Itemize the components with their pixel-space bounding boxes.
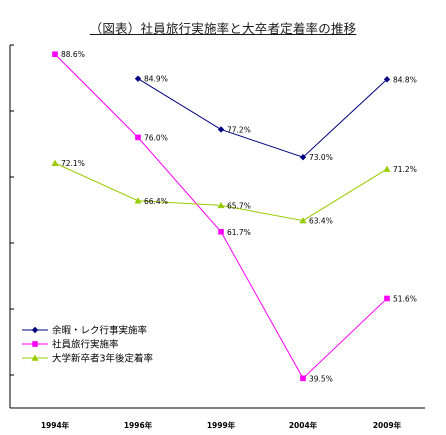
data-point-diamond bbox=[217, 126, 225, 133]
x-tick-label: 2009年 bbox=[373, 420, 402, 430]
data-label: 71.2% bbox=[393, 165, 417, 174]
legend-label: 大学新卒者3年後定着率 bbox=[52, 353, 154, 365]
data-label: 77.2% bbox=[227, 125, 251, 134]
axes bbox=[9, 44, 425, 409]
series-line-diamond bbox=[137, 78, 388, 158]
data-point-square bbox=[384, 295, 390, 302]
data-point-triangle bbox=[217, 201, 225, 209]
series-line-triangle bbox=[54, 162, 388, 222]
chart-title: （図表）社員旅行実施率と大卒者定着率の推移 bbox=[89, 21, 357, 36]
x-tick-label: 2004年 bbox=[289, 420, 318, 430]
data-point-triangle bbox=[51, 159, 59, 166]
data-point-triangle bbox=[134, 197, 142, 204]
data-label: 63.4% bbox=[309, 217, 333, 226]
legend-marker-diamond bbox=[31, 326, 39, 334]
legend-marker-square bbox=[32, 341, 38, 347]
data-label: 65.7% bbox=[227, 201, 251, 210]
data-label: 84.8% bbox=[393, 75, 417, 84]
data-point-square bbox=[218, 228, 224, 235]
data-point-diamond bbox=[134, 75, 142, 82]
legend-marker-triangle bbox=[31, 354, 39, 361]
data-label: 61.7% bbox=[227, 228, 251, 237]
legend-label: 社員旅行実施率 bbox=[52, 339, 119, 351]
data-label: 66.4% bbox=[144, 197, 168, 206]
data-label: 76.0% bbox=[144, 133, 168, 142]
x-tick-label: 1999年 bbox=[207, 420, 236, 430]
legend-item: 社員旅行実施率 bbox=[22, 339, 119, 351]
data-point-triangle bbox=[299, 217, 307, 224]
x-tick-label: 1996年 bbox=[124, 420, 153, 430]
series-markers bbox=[51, 51, 391, 382]
data-point-square bbox=[300, 375, 306, 382]
data-point-square bbox=[52, 51, 58, 58]
data-label: 84.9% bbox=[144, 75, 168, 84]
data-point-square bbox=[135, 134, 141, 141]
legend-item: 大学新卒者3年後定着率 bbox=[22, 353, 154, 365]
data-point-triangle bbox=[383, 165, 391, 172]
x-tick-label: 1994年 bbox=[41, 420, 70, 430]
data-point-diamond bbox=[299, 154, 307, 161]
data-label: 51.6% bbox=[393, 294, 417, 303]
data-point-diamond bbox=[383, 76, 391, 83]
x-axis-tick-labels: 1994年 1996年 1999年 2004年 2009年 bbox=[41, 420, 402, 430]
legend-item: 余暇・レク行事実施率 bbox=[22, 325, 148, 337]
legend-label: 余暇・レク行事実施率 bbox=[52, 325, 148, 337]
data-label: 88.6% bbox=[61, 50, 85, 59]
data-labels: 84.9% 77.2% 73.0% 84.8% 88.6% 76.0% 61.7% 39.5%… bbox=[61, 50, 417, 383]
data-label: 72.1% bbox=[61, 159, 85, 168]
data-label: 73.0% bbox=[309, 153, 333, 162]
data-label: 39.5% bbox=[309, 374, 333, 383]
